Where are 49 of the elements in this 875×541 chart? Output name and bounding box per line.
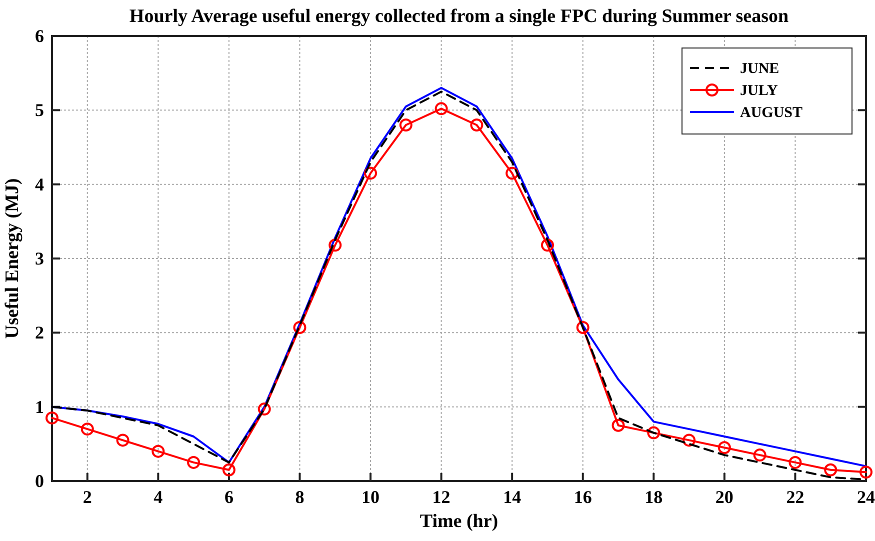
- y-axis-title: Useful Energy (MJ): [2, 178, 23, 339]
- x-tick-label: 14: [503, 487, 522, 507]
- point: [328, 238, 342, 252]
- point: [434, 102, 448, 116]
- point: [718, 441, 731, 454]
- point: [576, 320, 590, 334]
- point: [788, 456, 802, 469]
- y-tick-label: 0: [35, 471, 44, 491]
- x-tick-label: 20: [715, 487, 734, 507]
- x-tick-label: 10: [362, 487, 380, 507]
- legend-label: JULY: [740, 83, 778, 99]
- x-tick-label: 4: [154, 487, 163, 507]
- legend-label: AUGUST: [740, 105, 803, 121]
- x-tick-label: 6: [224, 487, 234, 507]
- point: [753, 448, 766, 462]
- point: [364, 166, 378, 180]
- x-tick-label: 16: [574, 487, 592, 507]
- x-tick-label: 22: [786, 487, 804, 507]
- point: [293, 320, 306, 334]
- point: [860, 466, 872, 479]
- legend-label: JUNE: [740, 61, 780, 77]
- point: [80, 422, 94, 436]
- point: [258, 402, 271, 416]
- x-tick-label: 18: [644, 487, 663, 507]
- point: [540, 238, 554, 252]
- point: [647, 426, 660, 440]
- y-tick-label: 4: [35, 174, 44, 194]
- point: [46, 411, 58, 424]
- y-tick-label: 2: [35, 322, 44, 343]
- point: [399, 118, 412, 132]
- point: [152, 444, 165, 458]
- point: [470, 118, 484, 132]
- point: [682, 434, 696, 447]
- chart-title: Hourly Average useful energy collected from a single FPC during Summer season: [129, 6, 789, 27]
- point: [824, 463, 838, 476]
- x-tick-label: 12: [432, 487, 450, 507]
- point: [612, 418, 625, 432]
- x-tick-label: 2: [82, 487, 92, 507]
- y-tick-label: 5: [35, 100, 44, 120]
- y-tick-label: 1: [35, 396, 44, 417]
- point: [187, 456, 200, 469]
- point: [116, 434, 130, 447]
- point: [222, 463, 236, 476]
- y-tick-label: 3: [35, 248, 44, 268]
- x-axis-title: Time (hr): [420, 511, 498, 532]
- point: [506, 166, 519, 180]
- x-tick-label: 8: [295, 487, 304, 507]
- y-tick-label: 6: [35, 26, 44, 46]
- x-tick-label: 24: [857, 487, 875, 507]
